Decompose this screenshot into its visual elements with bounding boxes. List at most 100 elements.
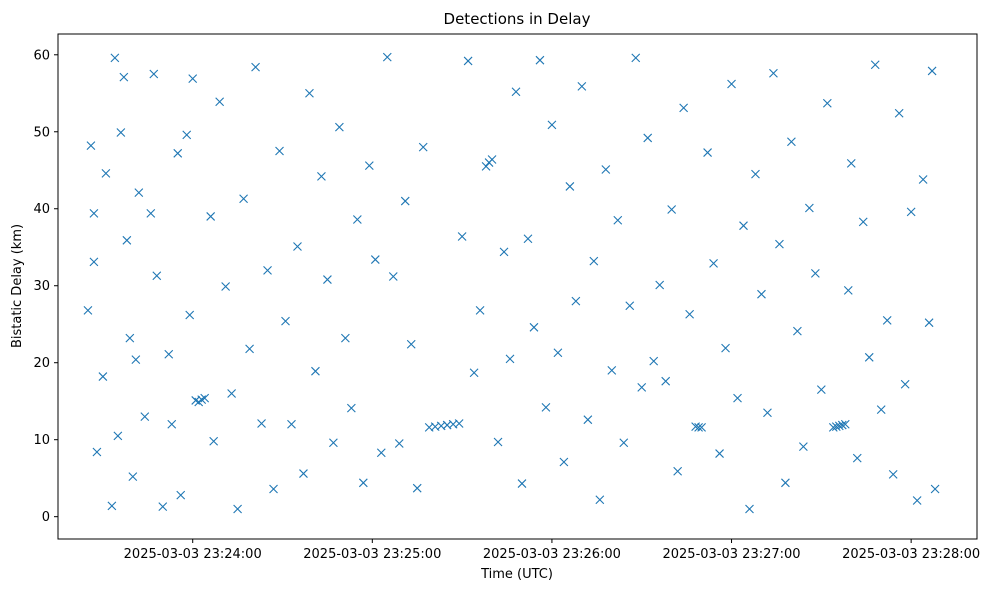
data-point [376,448,386,458]
data-point [457,232,467,241]
data-point [852,453,862,463]
data-point [757,289,766,299]
data-point [816,385,826,395]
data-point [299,469,308,478]
data-point [631,53,641,63]
data-point [281,316,290,326]
data-point [305,88,314,98]
data-point [810,269,820,278]
data-point [679,103,689,113]
data-point [751,169,760,179]
data-points [83,52,940,514]
data-point [565,182,575,191]
data-point [846,158,856,168]
data-point [804,203,814,213]
data-point [275,146,284,156]
data-point [469,368,479,378]
data-point [822,98,832,108]
data-point [329,438,338,448]
data-point [798,442,808,452]
data-point [167,419,177,429]
data-point [637,382,647,392]
data-point [382,52,392,62]
data-point [185,310,195,320]
data-point [134,188,144,197]
data-point [400,196,410,206]
data-point [601,165,611,174]
data-point [83,305,93,315]
data-point [828,422,838,432]
data-point [882,315,892,325]
data-point [733,393,742,403]
data-point [239,194,248,204]
x-axis-ticks: 2025-03-03 23:24:00 2025-03-03 23:25:00 20… [124,539,980,562]
data-point [197,395,207,405]
data-point [370,255,380,264]
data-point [529,322,539,332]
data-point [146,208,156,218]
data-point [388,272,398,281]
x-tick-label: 2025-03-03 23:26:00 [483,547,621,562]
data-point [661,376,671,386]
data-point [793,326,802,336]
data-point [364,161,374,171]
data-point [293,242,302,251]
data-point [98,372,108,381]
data-point [697,422,706,432]
data-point [110,53,120,63]
data-point [340,333,350,343]
data-point [119,72,129,82]
data-point [131,355,141,365]
data-point [721,343,730,353]
data-point [158,502,168,512]
data-point [924,318,934,328]
data-point [152,271,162,281]
data-point [858,217,868,227]
data-point [559,457,569,467]
data-point [930,484,940,494]
data-point [346,403,356,413]
data-point [900,379,910,389]
data-point [257,419,266,428]
data-point [245,344,254,354]
data-point [481,162,491,171]
data-point [864,352,874,362]
x-tick-label: 2025-03-03 23:25:00 [303,547,441,562]
data-point [358,478,368,488]
chart-title: Detections in Delay [444,10,591,28]
data-point [595,495,605,505]
data-point [541,402,551,412]
data-point [625,301,635,311]
data-point [125,333,135,343]
data-point [837,420,847,430]
data-point [176,490,186,500]
data-point [334,122,344,132]
data-point [876,405,886,415]
data-point [140,412,150,421]
data-point [727,79,736,89]
data-point [101,168,111,178]
data-point [89,257,99,267]
data-point [463,56,473,66]
data-point [577,81,587,91]
data-point [164,349,174,359]
data-point [499,247,509,257]
data-point [583,415,593,425]
data-point [173,148,183,158]
y-tick-label: 30 [33,279,50,294]
data-point [89,208,99,218]
data-point [888,469,898,479]
data-point [831,422,841,431]
data-point [200,393,210,403]
data-point [233,504,242,514]
data-point [311,366,320,376]
plot-frame [57,33,978,540]
data-point [487,155,497,164]
data-point [406,339,416,349]
data-point [613,215,623,225]
data-point [906,207,916,217]
x-tick-label: 2025-03-03 23:28:00 [842,547,980,562]
data-point [116,128,126,137]
data-point [454,419,464,428]
